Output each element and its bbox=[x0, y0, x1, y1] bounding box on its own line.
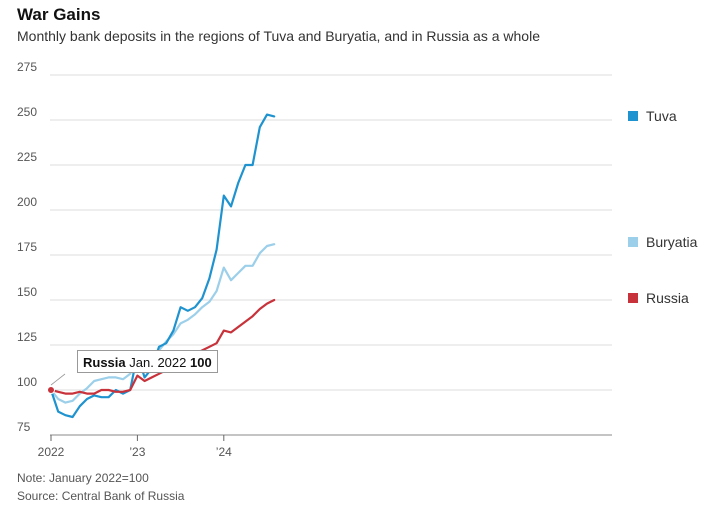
y-tick-label: 200 bbox=[17, 195, 37, 209]
y-tick-label: 250 bbox=[17, 105, 37, 119]
y-tick-label: 275 bbox=[17, 60, 37, 74]
tooltip-series: Russia bbox=[83, 355, 126, 370]
x-tick-label: ’24 bbox=[216, 445, 232, 459]
y-tick-label: 225 bbox=[17, 150, 37, 164]
source-note: Source: Central Bank of Russia bbox=[17, 489, 185, 503]
legend-swatch-buryatia bbox=[628, 237, 638, 247]
legend: Tuva Buryatia Russia bbox=[628, 108, 698, 306]
y-tick-label: 75 bbox=[17, 420, 31, 434]
legend-label-tuva: Tuva bbox=[646, 108, 677, 124]
series-line-buryatia bbox=[49, 243, 276, 404]
legend-label-russia: Russia bbox=[646, 290, 689, 306]
x-axis-ticks: 2022 ’23 ’24 bbox=[38, 434, 612, 459]
tooltip-pointer bbox=[50, 373, 66, 386]
tooltip-value: 100 bbox=[190, 355, 212, 370]
line-chart: 75 100 125 150 175 200 225 250 275 2022 ’23 ’24 Tu… bbox=[17, 60, 698, 459]
x-tick-label: ’23 bbox=[129, 445, 145, 459]
y-tick-label: 150 bbox=[17, 285, 37, 299]
series-line-tuva bbox=[49, 113, 276, 419]
tooltip: Russia Jan. 2022 100 bbox=[77, 350, 218, 373]
x-tick-label: 2022 bbox=[38, 445, 65, 459]
tooltip-marker bbox=[47, 386, 55, 394]
legend-swatch-russia bbox=[628, 293, 638, 303]
footnote: Note: January 2022=100 bbox=[17, 471, 149, 485]
tooltip-date: Jan. 2022 bbox=[129, 355, 187, 370]
chart-subtitle: Monthly bank deposits in the regions of … bbox=[17, 28, 540, 44]
y-tick-label: 175 bbox=[17, 240, 37, 254]
legend-label-buryatia: Buryatia bbox=[646, 234, 698, 250]
y-tick-label: 100 bbox=[17, 375, 37, 389]
y-axis-ticks: 75 100 125 150 175 200 225 250 275 bbox=[17, 60, 37, 434]
chart-title: War Gains bbox=[17, 5, 101, 24]
y-tick-label: 125 bbox=[17, 330, 37, 344]
legend-swatch-tuva bbox=[628, 111, 638, 121]
